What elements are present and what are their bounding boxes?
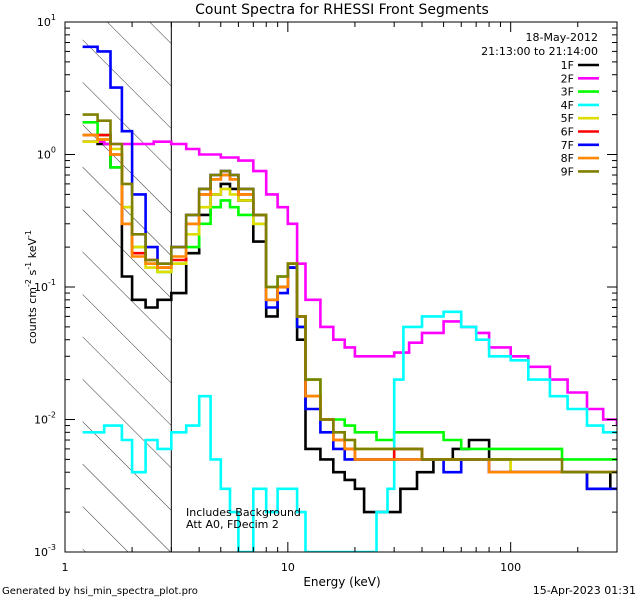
series-4F-line [82,310,617,552]
series-layer [82,45,617,552]
x-axis: 1 10 100 [62,22,618,574]
legend-label-4F: 4F [561,99,574,112]
legend-date: 18-May-2012 [526,31,598,44]
x-tick-label: 10 [281,561,295,574]
y-tick-base: 10 [34,281,48,294]
y-tick-exp: -3 [48,543,56,552]
legend-label-3F: 3F [561,86,574,99]
y-tick-exp: -1 [48,278,56,287]
legend-time-range: 21:13:00 to 21:14:00 [481,45,598,58]
y-tick-base: 10 [37,16,51,29]
x-tick-label: 1 [62,561,69,574]
x-axis-label: Energy (keV) [303,575,380,589]
y-tick-base: 10 [37,149,51,162]
footer-generated-by: Generated by hsi_min_spectra_plot.pro [2,586,198,597]
x-tick-label: 100 [500,561,521,574]
y-label-mid2: keV [26,238,39,262]
y-tick-label: 10-3 [34,543,56,559]
annotation-attenuator: Att A0, FDecim 2 [186,518,279,531]
legend-label-6F: 6F [561,126,574,139]
legend-label-8F: 8F [561,152,574,165]
chart-title: Count Spectra for RHESSI Front Segments [195,2,489,18]
y-tick-exp: 0 [51,146,56,155]
legend-label-2F: 2F [561,72,574,85]
y-label-exp3: -1 [24,230,33,238]
y-tick-label: 10-1 [34,278,56,294]
y-label-exp2: -1 [24,262,33,270]
y-tick-exp: -2 [48,411,56,420]
y-axis-label: counts cm-2 s-1 keV-1 [24,230,39,344]
hatch-rect [82,22,172,552]
y-label-mid: s [26,269,39,278]
legend-label-1F: 1F [561,59,574,72]
y-label-main: counts cm [26,287,39,344]
hatched-region [82,22,172,552]
y-label-exp1: -2 [24,279,33,287]
y-tick-exp: 1 [51,13,56,22]
footer-timestamp: 15-Apr-2023 01:31 [533,584,636,597]
series-9F-line [82,113,617,474]
y-tick-base: 10 [34,414,48,427]
series-7F-line [82,45,617,491]
y-tick-label: 100 [37,146,56,162]
y-tick-label: 10-2 [34,411,56,427]
annotation-background: Includes Background [186,506,301,519]
legend-label-9F: 9F [561,165,574,178]
legend-label-5F: 5F [561,112,574,125]
y-tick-base: 10 [34,546,48,559]
y-tick-label: 101 [37,13,56,29]
legend-label-7F: 7F [561,139,574,152]
